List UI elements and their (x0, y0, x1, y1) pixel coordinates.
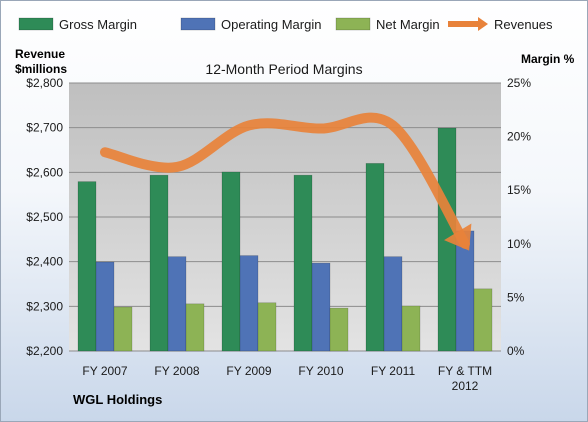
left-axis-ticks: $2,200 $2,300 $2,400 $2,500 $2,600 $2,700 $2,8… (26, 76, 63, 358)
legend-label: Operating Margin (221, 17, 321, 32)
category-label: FY & TTM (438, 364, 492, 378)
bar-gross-margin (77, 181, 97, 352)
legend-swatch-net-margin (335, 17, 371, 31)
category-label: FY 2011 (371, 364, 416, 378)
bar-net-margin (113, 306, 133, 352)
left-tick-label: $2,200 (26, 344, 63, 358)
bar-net-margin (473, 288, 493, 352)
left-tick-label: $2,300 (26, 299, 63, 313)
legend: Gross Margin Operating Margin Net Margin Re… (18, 17, 553, 32)
bar-operating-margin (167, 256, 187, 352)
right-tick-label: 5% (507, 290, 525, 304)
category-label: FY 2010 (298, 364, 343, 378)
legend-swatch-gross-margin (18, 17, 54, 31)
bar-net-margin (185, 303, 205, 352)
legend-label: Revenues (494, 17, 553, 32)
revenue-line-group (100, 112, 472, 251)
left-tick-label: $2,500 (26, 210, 63, 224)
footer-label: WGL Holdings (73, 392, 162, 407)
right-tick-label: 15% (507, 183, 531, 197)
legend-arrow-icon (478, 17, 488, 31)
bar-operating-margin (239, 255, 259, 352)
legend-label: Gross Margin (59, 17, 137, 32)
left-tick-label: $2,400 (26, 255, 63, 269)
right-tick-label: 10% (507, 237, 531, 251)
left-tick-label: $2,700 (26, 121, 63, 135)
legend-swatch-operating-margin (180, 17, 216, 31)
category-label: FY 2007 (82, 364, 127, 378)
category-label: FY 2008 (154, 364, 199, 378)
bar-gross-margin (221, 171, 241, 352)
right-axis-ticks: 0% 5% 10% 15% 20% 25% (507, 76, 531, 358)
chart-title: 12-Month Period Margins (205, 61, 362, 77)
bar-operating-margin (383, 256, 403, 352)
bar-net-margin (401, 305, 421, 352)
right-axis-title: Margin % (521, 52, 575, 66)
left-axis-title-line1: Revenue (15, 47, 65, 61)
bar-gross-margin (149, 174, 169, 352)
legend-label: Net Margin (376, 17, 440, 32)
category-label: 2012 (452, 379, 479, 393)
bar-net-margin (329, 307, 349, 352)
bar-gross-margin (293, 174, 313, 352)
bar-net-margin (257, 302, 277, 352)
right-tick-label: 20% (507, 130, 531, 144)
left-tick-label: $2,600 (26, 165, 63, 179)
bar-operating-margin (311, 262, 331, 352)
bar-operating-margin (455, 230, 475, 352)
bar-gross-margin (365, 163, 385, 352)
bar-operating-margin (95, 261, 115, 352)
left-tick-label: $2,800 (26, 76, 63, 90)
right-tick-label: 25% (507, 76, 531, 90)
revenue-line (100, 112, 470, 249)
category-label: FY 2009 (226, 364, 271, 378)
right-tick-label: 0% (507, 344, 525, 358)
bars-group (77, 127, 493, 352)
left-axis-title-line2: $millions (15, 62, 67, 76)
revenue-arrowhead (444, 223, 472, 251)
category-labels: FY 2007 FY 2008 FY 2009 FY 2010 FY 2011 FY & … (82, 364, 492, 393)
